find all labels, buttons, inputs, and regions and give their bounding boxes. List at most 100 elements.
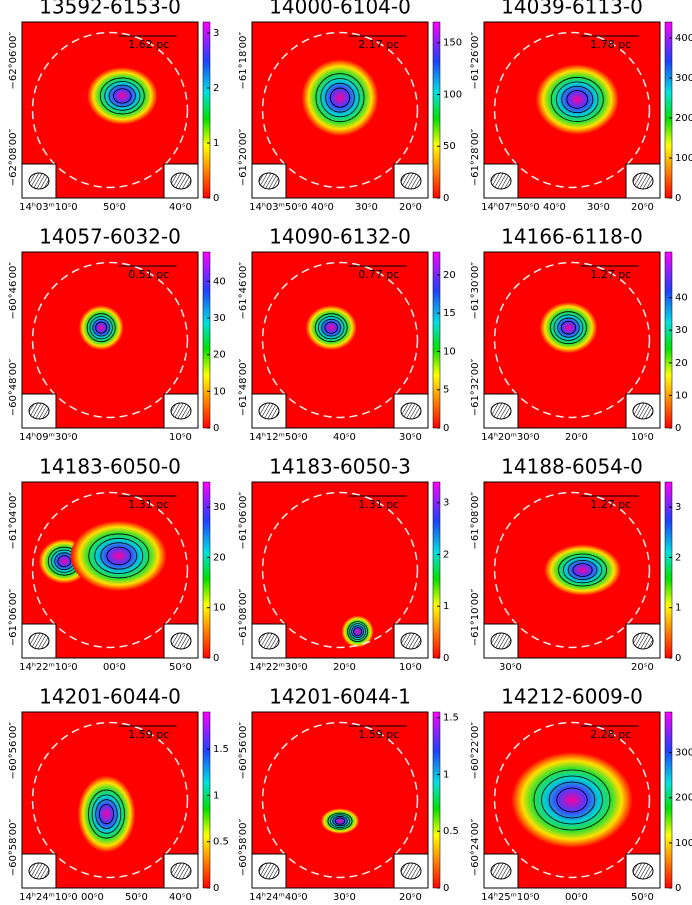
dec-tick-label: −60°46′00″	[8, 262, 19, 320]
dec-tick-label: −60°24′00″	[470, 818, 481, 876]
colorbar	[202, 481, 211, 659]
contour	[562, 556, 603, 584]
ra-tick-label: 50ˢ0	[631, 892, 654, 903]
emission	[535, 64, 619, 135]
beam-circle	[261, 261, 419, 419]
emission	[301, 59, 379, 137]
beam	[170, 172, 192, 190]
colorbar-tick-label: 400	[675, 33, 692, 44]
ra-tick-label: 20ˢ0	[631, 662, 654, 673]
contour	[89, 316, 113, 340]
map-frame	[483, 481, 661, 659]
contour	[556, 787, 588, 813]
ra-tick-label: 30ˢ0	[399, 432, 422, 443]
emission	[511, 752, 633, 848]
ra-tick-label: 14ʰ03ᵐ50ˢ0	[249, 202, 308, 213]
dec-tick-label: −61°46′00″	[238, 262, 249, 320]
beam	[28, 402, 50, 420]
colorbar-tick-label: 0	[213, 653, 219, 664]
colorbar-tick-label: 20	[675, 358, 688, 369]
dec-tick-label: −61°10′00″	[470, 588, 481, 646]
panel: 14201-6044-1 1.59 pc 0 0.5 1 1.5 −60°56′00″ −60…	[238, 685, 459, 904]
colorbar	[432, 21, 441, 199]
contour	[321, 318, 342, 337]
beam	[632, 172, 654, 190]
beam	[632, 632, 654, 650]
dec-tick-label: −61°04′00″	[8, 492, 19, 550]
scale-label: 1.31 pc	[358, 498, 399, 511]
contour	[329, 814, 350, 828]
colorbar-tick-label: 0.5	[443, 826, 459, 837]
colorbar-tick-label: 0.5	[213, 837, 229, 848]
colorbar-tick-label: 1	[675, 603, 681, 614]
contour	[324, 321, 339, 334]
colorbar	[432, 251, 441, 429]
colorbar-tick-label: 3	[443, 498, 449, 509]
emission	[87, 67, 158, 125]
colorbar-tick-label: 20	[213, 350, 226, 361]
colorbar-tick-label: 300	[675, 748, 692, 759]
beam-circle	[261, 491, 419, 649]
colorbar-tick-label: 0	[443, 653, 449, 664]
colorbar-tick-label: 50	[443, 141, 456, 152]
beam	[28, 632, 50, 650]
contour	[558, 553, 607, 587]
ra-tick-label: 30ˢ0	[333, 892, 356, 903]
beam	[170, 632, 192, 650]
emission	[539, 302, 598, 354]
beam	[258, 632, 280, 650]
contour	[332, 815, 348, 827]
dec-tick-label: −62°06′00″	[8, 32, 19, 90]
ra-tick-label: 14ʰ24ᵐ40ˢ0	[249, 892, 308, 903]
map-frame	[251, 21, 429, 199]
beam-box	[251, 853, 287, 889]
colorbar-tick-label: 100	[675, 153, 692, 164]
map-frame	[251, 481, 429, 659]
panel-title: 14201-6044-1	[269, 685, 411, 709]
ra-tick-label: 14ʰ07ᵐ50ˢ0	[481, 202, 540, 213]
contour	[566, 90, 589, 109]
colorbar-tick-label: 15	[443, 308, 456, 319]
contour	[334, 817, 346, 825]
dec-tick-label: −61°08′00″	[470, 492, 481, 550]
contour	[318, 316, 345, 340]
panel-title: 14188-6054-0	[501, 455, 643, 479]
beam-circle	[493, 261, 651, 419]
colorbar-tick-label: 1	[443, 601, 449, 612]
panel-title: 14201-6044-0	[39, 685, 181, 709]
ra-tick-label: 50ˢ0	[169, 662, 192, 673]
dec-tick-label: −61°48′00″	[238, 358, 249, 416]
ra-tick-label: 00ˢ0	[103, 662, 126, 673]
ra-tick-label: 14ʰ24ᵐ10ˢ0	[19, 892, 78, 903]
map-frame	[21, 21, 199, 199]
beam-circle	[493, 31, 651, 189]
emission	[305, 305, 357, 351]
dec-tick-label: −60°58′00″	[8, 818, 19, 876]
contour	[106, 546, 132, 566]
beam-circle	[31, 261, 189, 419]
colorbar-tick-label: 2	[675, 552, 681, 563]
contour	[320, 78, 360, 118]
ra-tick-label: 14ʰ20ᵐ30ˢ0	[481, 432, 540, 443]
colorbar-tick-label: 0	[675, 883, 681, 894]
ra-tick-label: 00ˢ0	[565, 892, 588, 903]
dec-tick-label: −61°26′00″	[470, 32, 481, 90]
contour	[533, 769, 611, 831]
dec-tick-label: −61°30′00″	[470, 262, 481, 320]
beam	[400, 862, 422, 880]
dec-tick-label: −60°56′00″	[238, 722, 249, 780]
ra-tick-label: 30ˢ0	[587, 202, 610, 213]
colorbar-tick-label: 10	[213, 386, 226, 397]
colorbar	[664, 251, 673, 429]
colorbar-tick-label: 0	[443, 193, 449, 204]
beam	[400, 402, 422, 420]
contour	[57, 555, 72, 568]
colorbar-tick-label: 2	[213, 83, 219, 94]
colorbar-tick-label: 10	[443, 346, 456, 357]
contour	[557, 317, 580, 338]
scale-label: 1.78 pc	[590, 38, 631, 51]
colorbar-tick-label: 40	[675, 293, 688, 304]
beam	[400, 632, 422, 650]
colorbar-tick-label: 10	[675, 390, 688, 401]
scale-label: 2.17 pc	[358, 38, 399, 51]
